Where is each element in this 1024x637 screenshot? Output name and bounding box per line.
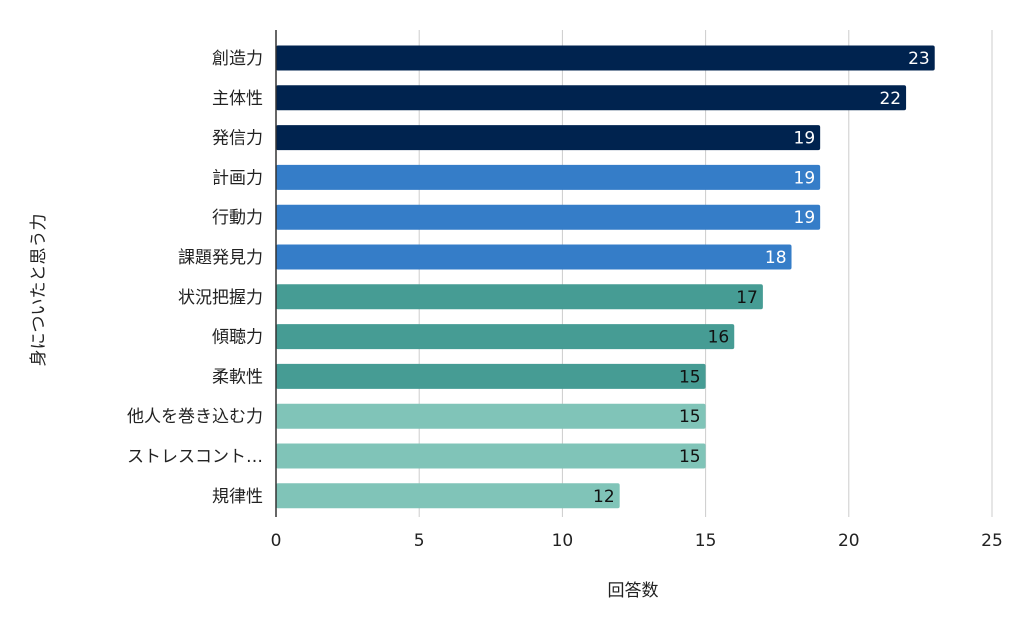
x-tick-label: 25 <box>981 531 1003 551</box>
x-tick-label: 20 <box>838 531 860 551</box>
bar-value-label: 12 <box>593 487 615 507</box>
x-axis-title: 回答数 <box>608 581 659 601</box>
bar <box>276 244 792 270</box>
bars: 23 22 19 19 19 18 17 16 15 15 15 12 <box>276 45 935 509</box>
bar <box>276 483 620 509</box>
category-label: 主体性 <box>212 89 263 109</box>
category-label: 行動力 <box>212 208 263 228</box>
x-tick-label: 0 <box>271 531 282 551</box>
category-label: 計画力 <box>212 168 263 188</box>
bar <box>276 324 735 350</box>
x-tick-label: 5 <box>414 531 425 551</box>
bar-value-label: 23 <box>908 49 930 69</box>
bar-value-label: 22 <box>879 89 901 109</box>
category-label: 発信力 <box>212 129 263 149</box>
category-label: 創造力 <box>212 49 263 69</box>
bar-value-label: 15 <box>679 367 701 387</box>
gridlines <box>418 30 993 517</box>
x-tick-label: 10 <box>552 531 574 551</box>
bar <box>276 125 821 151</box>
x-tick-labels: 0 5 10 15 20 25 <box>271 531 1003 551</box>
bar <box>276 85 907 111</box>
bar <box>276 363 706 389</box>
category-label: 他人を巻き込む力 <box>127 407 263 427</box>
bar-value-label: 18 <box>765 248 787 268</box>
y-axis-title: 身についたと思う力 <box>29 214 49 367</box>
category-label: 規律性 <box>212 487 263 507</box>
bar-value-label: 16 <box>708 328 730 348</box>
bar <box>276 284 763 310</box>
bar-value-label: 19 <box>794 129 816 149</box>
category-label: ストレスコント… <box>127 447 263 467</box>
bar <box>276 403 706 429</box>
category-label: 課題発見力 <box>178 248 263 268</box>
bar-value-label: 17 <box>736 288 758 308</box>
category-label: 状況把握力 <box>178 288 263 308</box>
category-label: 傾聴力 <box>212 328 263 348</box>
x-tick-label: 15 <box>695 531 717 551</box>
category-labels: 創造力主体性発信力計画力行動力課題発見力状況把握力傾聴力柔軟性他人を巻き込む力ス… <box>127 49 263 507</box>
bar <box>276 45 935 71</box>
category-label: 柔軟性 <box>212 367 263 387</box>
bar-value-label: 19 <box>794 168 816 188</box>
bar <box>276 443 706 469</box>
bar <box>276 164 821 190</box>
bar-value-label: 15 <box>679 407 701 427</box>
bar-value-label: 15 <box>679 447 701 467</box>
bar-value-label: 19 <box>794 208 816 228</box>
bar <box>276 204 821 230</box>
